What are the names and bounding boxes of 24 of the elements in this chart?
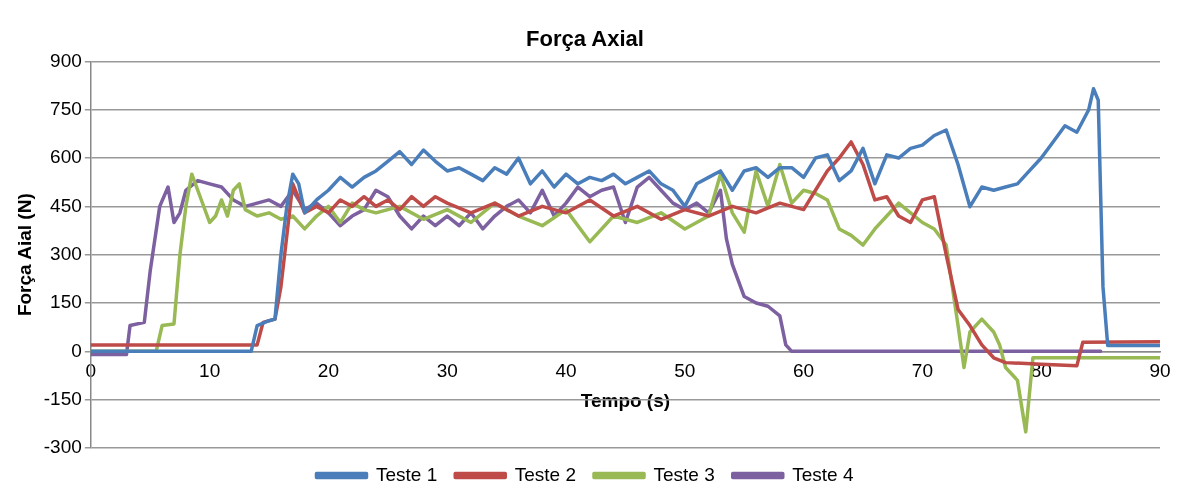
x-tick-label: 20: [317, 359, 339, 381]
x-tick-label: 50: [674, 359, 696, 381]
legend-label: Teste 4: [792, 463, 854, 485]
y-tick-label: 0: [71, 339, 82, 361]
x-tick-label: 0: [85, 359, 97, 381]
y-tick-label: 150: [50, 291, 82, 313]
x-tick-label: 60: [793, 359, 815, 381]
y-tick-label: -300: [43, 436, 82, 458]
y-tick-label: 750: [50, 97, 82, 119]
y-tick-label: -150: [43, 387, 82, 409]
legend-label: Teste 1: [375, 463, 438, 485]
y-tick-label: 450: [50, 194, 82, 216]
x-tick-label: 70: [911, 359, 933, 381]
y-axis-title: Força Aial (N): [13, 193, 35, 317]
y-tick-label: 600: [50, 146, 82, 168]
x-tick-label: 30: [436, 359, 458, 381]
y-tick-label: 300: [50, 242, 82, 264]
legend-label: Teste 2: [514, 463, 577, 485]
chart-title: Força Axial: [526, 26, 644, 52]
x-tick-label: 90: [1149, 359, 1171, 381]
x-tick-label: 10: [199, 359, 221, 381]
y-tick-label: 900: [50, 49, 82, 71]
legend-label: Teste 3: [653, 463, 715, 485]
x-tick-label: 40: [555, 359, 577, 381]
